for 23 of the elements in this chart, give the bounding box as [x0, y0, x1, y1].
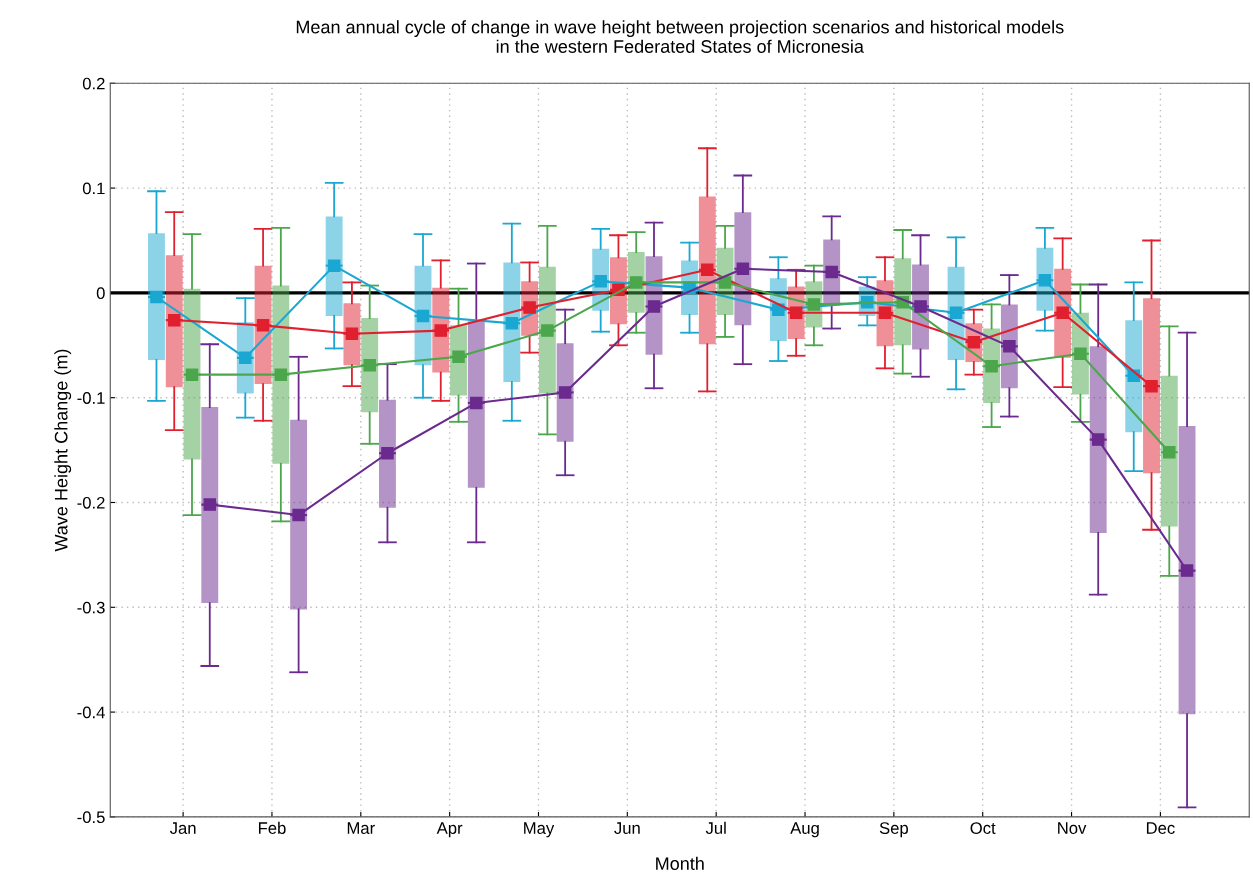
chart-title: Mean annual cycle of change in wave height between projection scenarios and historical models in the western Federated States of Micronesia	[296, 20, 1064, 53]
y-tick-label: 0.1	[82, 182, 105, 195]
y-tick-label: -0.3	[77, 601, 105, 614]
x-tick-label: Mar	[347, 822, 375, 834]
y-tick-label: -0.5	[77, 811, 105, 824]
y-axis-title: Wave Height Change (m)	[54, 349, 72, 552]
x-tick-label: May	[524, 822, 555, 838]
x-axis-title: Month	[656, 856, 704, 870]
y-tick-label: 0	[96, 287, 105, 300]
y-tick-label: 0.2	[82, 77, 105, 90]
x-tick-label: Sep	[879, 822, 908, 838]
x-tick-label: Jul	[705, 821, 726, 834]
x-tick-label: Feb	[258, 821, 286, 834]
y-tick-label: -0.1	[77, 392, 105, 404]
x-tick-label: Dec	[1146, 822, 1175, 834]
y-tick-label: -0.2	[77, 496, 105, 509]
x-tick-label: Jun	[614, 822, 640, 834]
x-tick-label: Oct	[970, 822, 996, 834]
x-tick-label: Aug	[790, 822, 819, 838]
x-tick-label: Apr	[436, 822, 463, 838]
x-tick-label: Nov	[1058, 822, 1087, 834]
y-tick-label: -0.4	[77, 706, 105, 719]
x-tick-label: Jan	[169, 822, 196, 834]
